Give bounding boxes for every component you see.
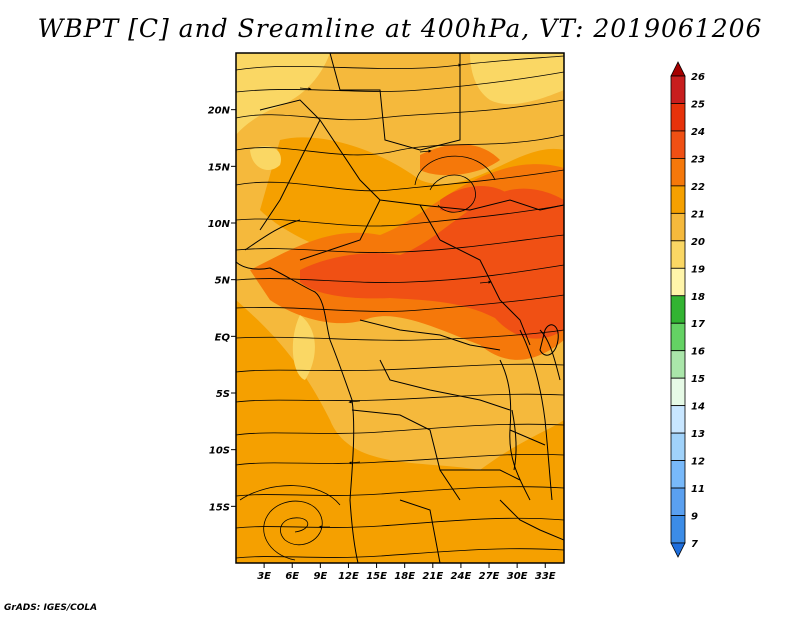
colorbar-swatch <box>670 460 686 489</box>
lon-tick-label: 9E <box>313 571 327 582</box>
colorbar-label: 7 <box>691 539 698 550</box>
colorbar-label: 22 <box>691 182 705 193</box>
colorbar-swatch <box>670 130 686 159</box>
colorbar-swatch <box>670 103 686 132</box>
lon-tick-label: 30E <box>507 571 528 582</box>
lat-tick-label: 10N <box>208 219 231 230</box>
colorbar-label: 15 <box>691 374 705 385</box>
colorbar-label: 18 <box>691 292 705 303</box>
lat-tick-label: 20N <box>208 106 231 117</box>
longitude-axis: 3E 6E 9E 12E 15E 18E 21E 24E 27E 30E 33E <box>257 563 556 582</box>
lon-tick-label: 15E <box>366 571 387 582</box>
lon-tick-label: 12E <box>338 571 359 582</box>
colorbar-swatch <box>670 185 686 214</box>
lon-tick-label: 21E <box>422 571 443 582</box>
credit-label: GrADS: IGES/COLA <box>4 603 98 613</box>
colorbar-label: 16 <box>691 347 705 358</box>
wbpt-field <box>236 53 564 563</box>
lon-tick-label: 27E <box>479 571 500 582</box>
colorbar-label: 21 <box>691 209 705 220</box>
lat-tick-label: 10S <box>209 446 230 457</box>
colorbar-swatch <box>670 487 686 516</box>
colorbar-swatch <box>670 267 686 297</box>
lon-tick-label: 18E <box>394 571 415 582</box>
lon-tick-label: 6E <box>285 571 299 582</box>
latitude-axis: 20N 15N 10N 5N EQ 5S 10S 15S <box>208 106 236 513</box>
lon-tick-label: 3E <box>257 571 271 582</box>
colorbar-swatch <box>670 75 686 104</box>
colorbar-swatch <box>670 432 686 461</box>
colorbar-swatch <box>670 515 686 544</box>
colorbar-bottom-tip <box>670 542 686 558</box>
colorbar-top-tip <box>670 61 686 77</box>
lat-tick-label: 15N <box>208 162 231 173</box>
streamlines <box>236 55 564 561</box>
colorbar-label: 13 <box>691 429 705 440</box>
lake-outlines <box>511 324 559 471</box>
colorbar-label: 17 <box>691 319 705 330</box>
colorbar-label: 25 <box>691 99 705 110</box>
colorbar-label: 11 <box>691 484 705 495</box>
colorbar-label: 20 <box>691 237 705 248</box>
colorbar-swatch <box>670 405 686 434</box>
lat-tick-label: EQ <box>215 332 231 343</box>
lat-tick-label: 15S <box>209 502 230 513</box>
colorbar-swatch <box>670 350 686 379</box>
colorbar-label: 12 <box>691 457 705 468</box>
colorbar-label: 24 <box>691 127 705 138</box>
lat-tick-label: 5S <box>216 389 230 400</box>
colorbar-label: 26 <box>691 72 705 83</box>
colorbar-swatch <box>670 240 686 269</box>
colorbar-swatch <box>670 212 686 242</box>
colorbar-swatch <box>670 377 686 407</box>
lat-tick-label: 5N <box>215 276 231 287</box>
map-frame <box>235 52 565 564</box>
colorbar-swatch <box>670 295 686 324</box>
lon-tick-label: 24E <box>451 571 472 582</box>
colorbar-swatch <box>670 322 686 352</box>
country-borders <box>236 53 564 563</box>
colorbar-label: 23 <box>691 154 705 165</box>
colorbar-swatch <box>670 158 686 187</box>
lon-tick-label: 33E <box>535 571 556 582</box>
colorbar-label: 19 <box>691 264 705 275</box>
map-title: WBPT [C] and Sreamline at 400hPa, VT: 20… <box>37 14 763 43</box>
colorbar-label: 9 <box>691 512 698 523</box>
colorbar-label: 14 <box>691 402 705 413</box>
